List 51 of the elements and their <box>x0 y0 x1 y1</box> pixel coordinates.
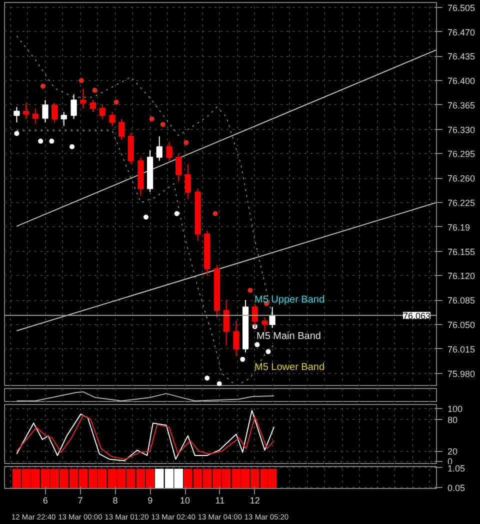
candlestick <box>99 104 106 120</box>
y-tick-label: 76.400 <box>448 76 476 86</box>
candlestick <box>156 136 162 162</box>
y-tick-label: 76.015 <box>448 344 476 354</box>
annotation: M5 Main Band <box>256 330 321 342</box>
y-tick-label: 75.980 <box>448 368 476 379</box>
y-tick-label: 76.260 <box>448 174 476 184</box>
candlestick <box>166 141 172 162</box>
y-tick-label: 20 <box>448 446 458 457</box>
y-tick-label: 76.330 <box>448 124 476 135</box>
y-tick-label: 76.120 <box>448 271 476 282</box>
candlestick <box>118 118 125 140</box>
x2-tick-label: 6 <box>42 496 48 506</box>
x2-tick-label: 7 <box>78 496 83 506</box>
x2-tick-label: 9 <box>148 496 153 506</box>
y-tick-label: 76.470 <box>448 27 476 38</box>
y-tick-label: 76.295 <box>448 149 476 160</box>
y-tick-label: 76.19 <box>448 222 470 232</box>
candlestick <box>60 111 67 126</box>
y-tick-label: 76.505 <box>448 2 476 13</box>
candlestick <box>14 106 20 123</box>
ref-line-label: 76.063 <box>402 310 431 321</box>
candlestick <box>109 111 116 126</box>
y-tick-label: 80 <box>448 414 458 425</box>
y-tick-label: 76.435 <box>448 52 476 62</box>
candlestick <box>52 102 58 123</box>
x2-tick-label: 10 <box>180 496 190 506</box>
candlestick <box>42 100 48 123</box>
x2-tick-label: 12 <box>250 496 260 506</box>
y-tick-label: 0.05 <box>448 483 466 493</box>
y-tick-label: 100 <box>448 404 463 414</box>
y-tick-label: 1.05 <box>448 464 466 474</box>
y-tick-label: 76.225 <box>448 198 476 208</box>
candlestick <box>90 100 96 112</box>
candlestick <box>262 317 268 332</box>
annotation: M5 Lower Band <box>254 362 325 374</box>
y-tick-label: 76.365 <box>448 100 476 110</box>
candlestick <box>184 164 191 200</box>
candlestick <box>80 88 86 109</box>
candlestick <box>70 94 77 120</box>
candlestick <box>176 153 182 182</box>
y-tick-label: 76.155 <box>448 246 476 257</box>
x2-tick-label: 8 <box>112 496 118 506</box>
y-tick-label: 76.085 <box>448 296 476 306</box>
x2-tick-label: 11 <box>215 496 225 506</box>
candlestick <box>32 108 38 124</box>
annotation: M5 Upper Band <box>254 294 325 306</box>
candlestick <box>22 102 30 120</box>
candlestick <box>233 320 240 356</box>
y-tick-label: 76.050 <box>448 320 476 330</box>
candlestick <box>223 300 230 346</box>
